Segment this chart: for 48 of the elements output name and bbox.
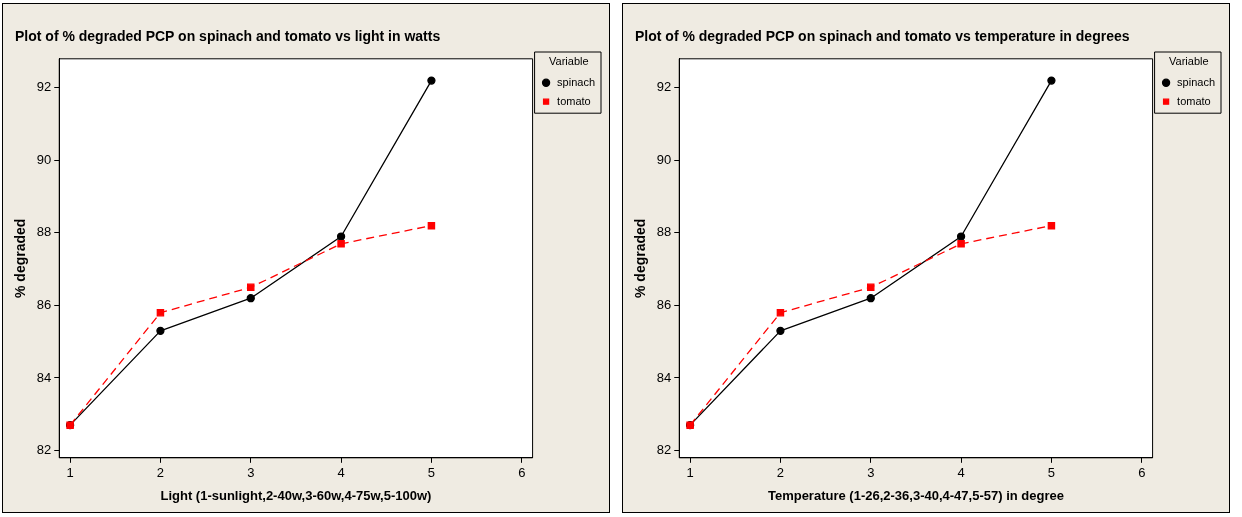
y-tick-label: 90 bbox=[656, 151, 672, 167]
x-tick-label: 5 bbox=[1047, 465, 1056, 481]
point bbox=[867, 283, 875, 292]
y-tick-label: 92 bbox=[36, 79, 52, 95]
y-tick-label: 88 bbox=[36, 224, 52, 240]
x-tick-label: 4 bbox=[957, 465, 965, 481]
legend-label: tomato bbox=[1177, 94, 1211, 107]
y-tick-label: 92 bbox=[656, 79, 672, 95]
y-tick-label: 82 bbox=[36, 442, 52, 458]
x-tick-label: 5 bbox=[427, 465, 436, 481]
y-tick-label: 82 bbox=[656, 442, 672, 458]
y-tick-label: 88 bbox=[656, 224, 672, 240]
x-tick-label: 2 bbox=[156, 465, 165, 481]
y-tick-label: 84 bbox=[656, 369, 672, 385]
point bbox=[956, 232, 966, 241]
point bbox=[427, 76, 436, 85]
y-tick-label: 86 bbox=[656, 297, 672, 313]
chart-title: Plot of % degraded PCP on spinach and tomato vs light in watts bbox=[14, 27, 442, 46]
chart-title: Plot of % degraded PCP on spinach and tomato vs temperature in degrees bbox=[634, 27, 1131, 46]
x-tick-label: 6 bbox=[518, 465, 526, 481]
point bbox=[336, 232, 346, 241]
x-tick-label: 3 bbox=[867, 465, 875, 481]
legend-label: spinach bbox=[1177, 75, 1216, 88]
x-axis-title: Temperature (1-26,2-36,3-40,4-47,5-57) in degree bbox=[767, 487, 1064, 503]
y-axis-title: % degraded bbox=[632, 218, 649, 298]
y-axis-title: % degraded bbox=[12, 218, 29, 298]
point bbox=[247, 283, 255, 292]
y-tick-label: 90 bbox=[36, 151, 52, 167]
x-tick-label: 6 bbox=[1138, 465, 1146, 481]
x-tick-label: 3 bbox=[247, 465, 255, 481]
x-tick-label: 2 bbox=[776, 465, 785, 481]
y-tick-label: 84 bbox=[36, 369, 52, 385]
x-axis-title: Light (1-sunlight,2-40w,3-60w,4-75w,5-100w) bbox=[160, 487, 432, 503]
legend-label: tomato bbox=[557, 94, 591, 107]
point bbox=[337, 240, 345, 248]
point bbox=[246, 294, 255, 303]
x-tick-label: 1 bbox=[686, 465, 694, 481]
point bbox=[776, 326, 785, 335]
x-tick-label: 4 bbox=[337, 465, 345, 481]
point bbox=[156, 326, 165, 335]
point bbox=[1047, 76, 1056, 85]
y-tick-label: 86 bbox=[36, 297, 52, 313]
legend-title: Variable bbox=[1169, 54, 1209, 67]
legend-title: Variable bbox=[549, 54, 589, 67]
point bbox=[866, 294, 875, 303]
point bbox=[957, 240, 965, 248]
x-tick-label: 1 bbox=[66, 465, 74, 481]
legend-label: spinach bbox=[557, 75, 596, 88]
